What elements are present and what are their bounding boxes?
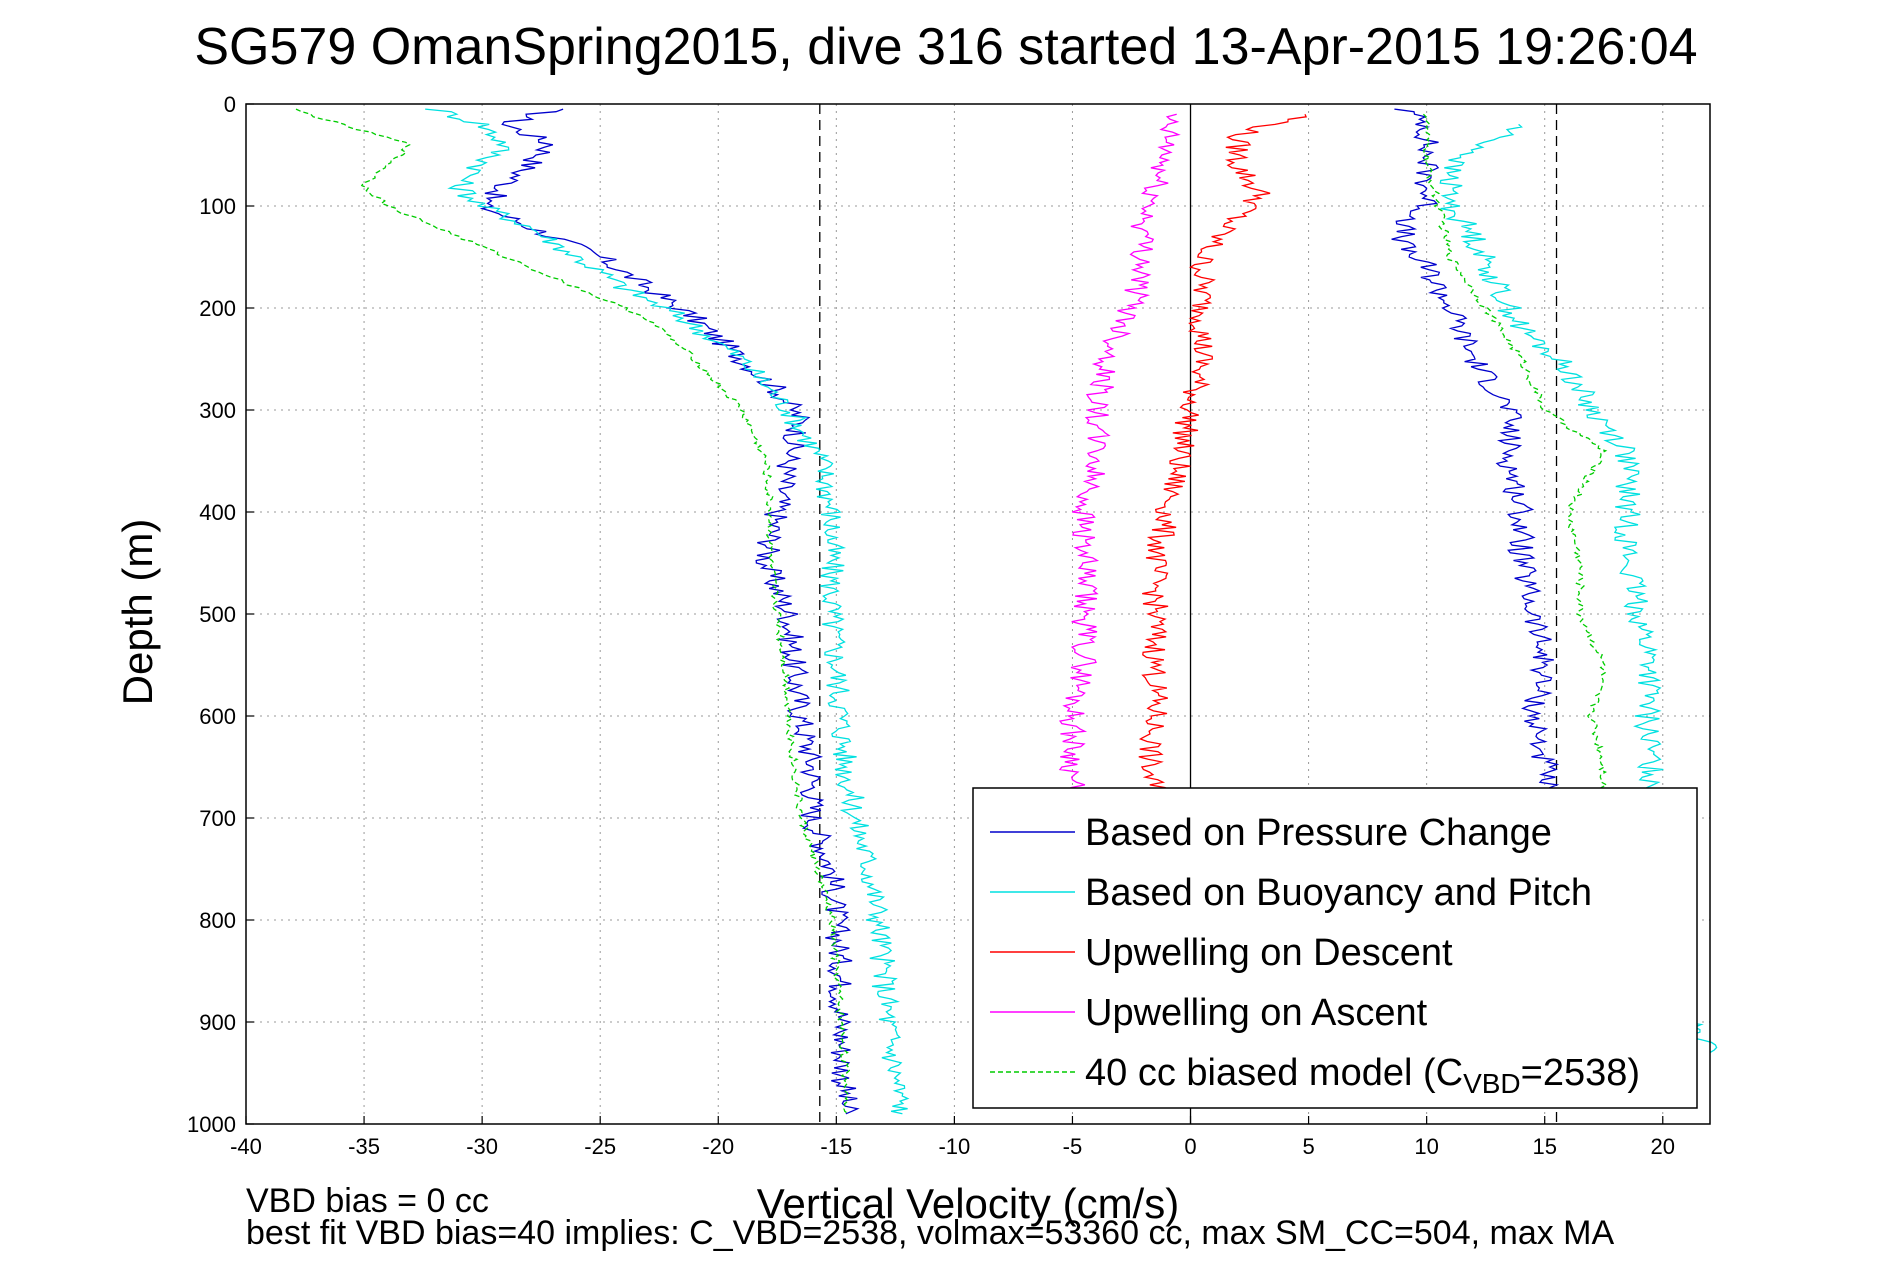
- best-fit-annotation: best fit VBD bias=40 implies: C_VBD=2538…: [246, 1214, 1615, 1252]
- x-tick-label: -30: [466, 1134, 498, 1159]
- y-tick-label: 800: [199, 908, 236, 933]
- legend-label-based-on-pressure-change: Based on Pressure Change: [1085, 812, 1552, 854]
- series-line-upwelling-on-ascent-ascent: [1058, 113, 1181, 799]
- x-axis-label: Vertical Velocity (cm/s): [757, 1180, 1179, 1227]
- x-tick-label: -35: [348, 1134, 380, 1159]
- legend-label-based-on-buoyancy-and-pitch: Based on Buoyancy and Pitch: [1085, 872, 1592, 914]
- y-tick-label: 900: [199, 1010, 236, 1035]
- y-tick-label: 400: [199, 500, 236, 525]
- plot-frame: [245, 103, 1711, 1125]
- series-line-based-on-pressure-change-ascent: [1391, 108, 1560, 799]
- y-tick-label: 1000: [187, 1112, 236, 1137]
- series-line-40-cc-biased-model-c-vbd-2538-ascent: [1422, 113, 1608, 799]
- x-tick-label: 5: [1302, 1134, 1314, 1159]
- legend: Based on Pressure Change Based on Buoyanc…: [972, 787, 1698, 1109]
- series-group: [295, 108, 1718, 1115]
- series-line-upwelling-on-descent-descent: [1138, 113, 1308, 799]
- x-tick-label: -25: [584, 1134, 616, 1159]
- y-tick-label: 300: [199, 398, 236, 423]
- y-tick-label: 700: [199, 806, 236, 831]
- x-tick-label: -5: [1063, 1134, 1083, 1159]
- series-line-based-on-pressure-change-descent: [479, 108, 860, 1115]
- y-tick-label: 600: [199, 704, 236, 729]
- y-tick-label: 200: [199, 296, 236, 321]
- legend-label-upwelling-on-ascent: Upwelling on Ascent: [1085, 992, 1428, 1034]
- x-tick-label: 10: [1414, 1134, 1438, 1159]
- x-tick-label: -20: [702, 1134, 734, 1159]
- series-line-40-cc-biased-model-c-vbd-2538-descent: [295, 108, 850, 1115]
- x-tick-label: 0: [1184, 1134, 1196, 1159]
- chart-title: SG579 OmanSpring2015, dive 316 started 1…: [194, 18, 1697, 76]
- x-tick-label: 15: [1532, 1134, 1556, 1159]
- tick-labels: -40 -35 -30 -25 -20 -15 -10 -5 0 5 10 15 20010020030…: [187, 92, 1675, 1159]
- x-tick-label: -15: [820, 1134, 852, 1159]
- legend-box: [972, 787, 1698, 1109]
- bias-annotation: VBD bias = 0 cc: [246, 1182, 489, 1220]
- legend-label-upwelling-on-descent: Upwelling on Descent: [1085, 932, 1453, 974]
- y-axis-label: Depth (m): [114, 519, 161, 706]
- x-tick-label: -10: [938, 1134, 970, 1159]
- y-tick-label: 100: [199, 194, 236, 219]
- series-line-based-on-buoyancy-and-pitch-descent: [425, 108, 910, 1115]
- x-tick-label: 20: [1651, 1134, 1675, 1159]
- y-tick-label: 500: [199, 602, 236, 627]
- y-tick-label: 0: [224, 92, 236, 117]
- x-tick-label: -40: [230, 1134, 262, 1159]
- legend-label-40-cc-biased-model-c-vbd-2538: 40 cc biased model (CVBD=2538): [1085, 1052, 1640, 1099]
